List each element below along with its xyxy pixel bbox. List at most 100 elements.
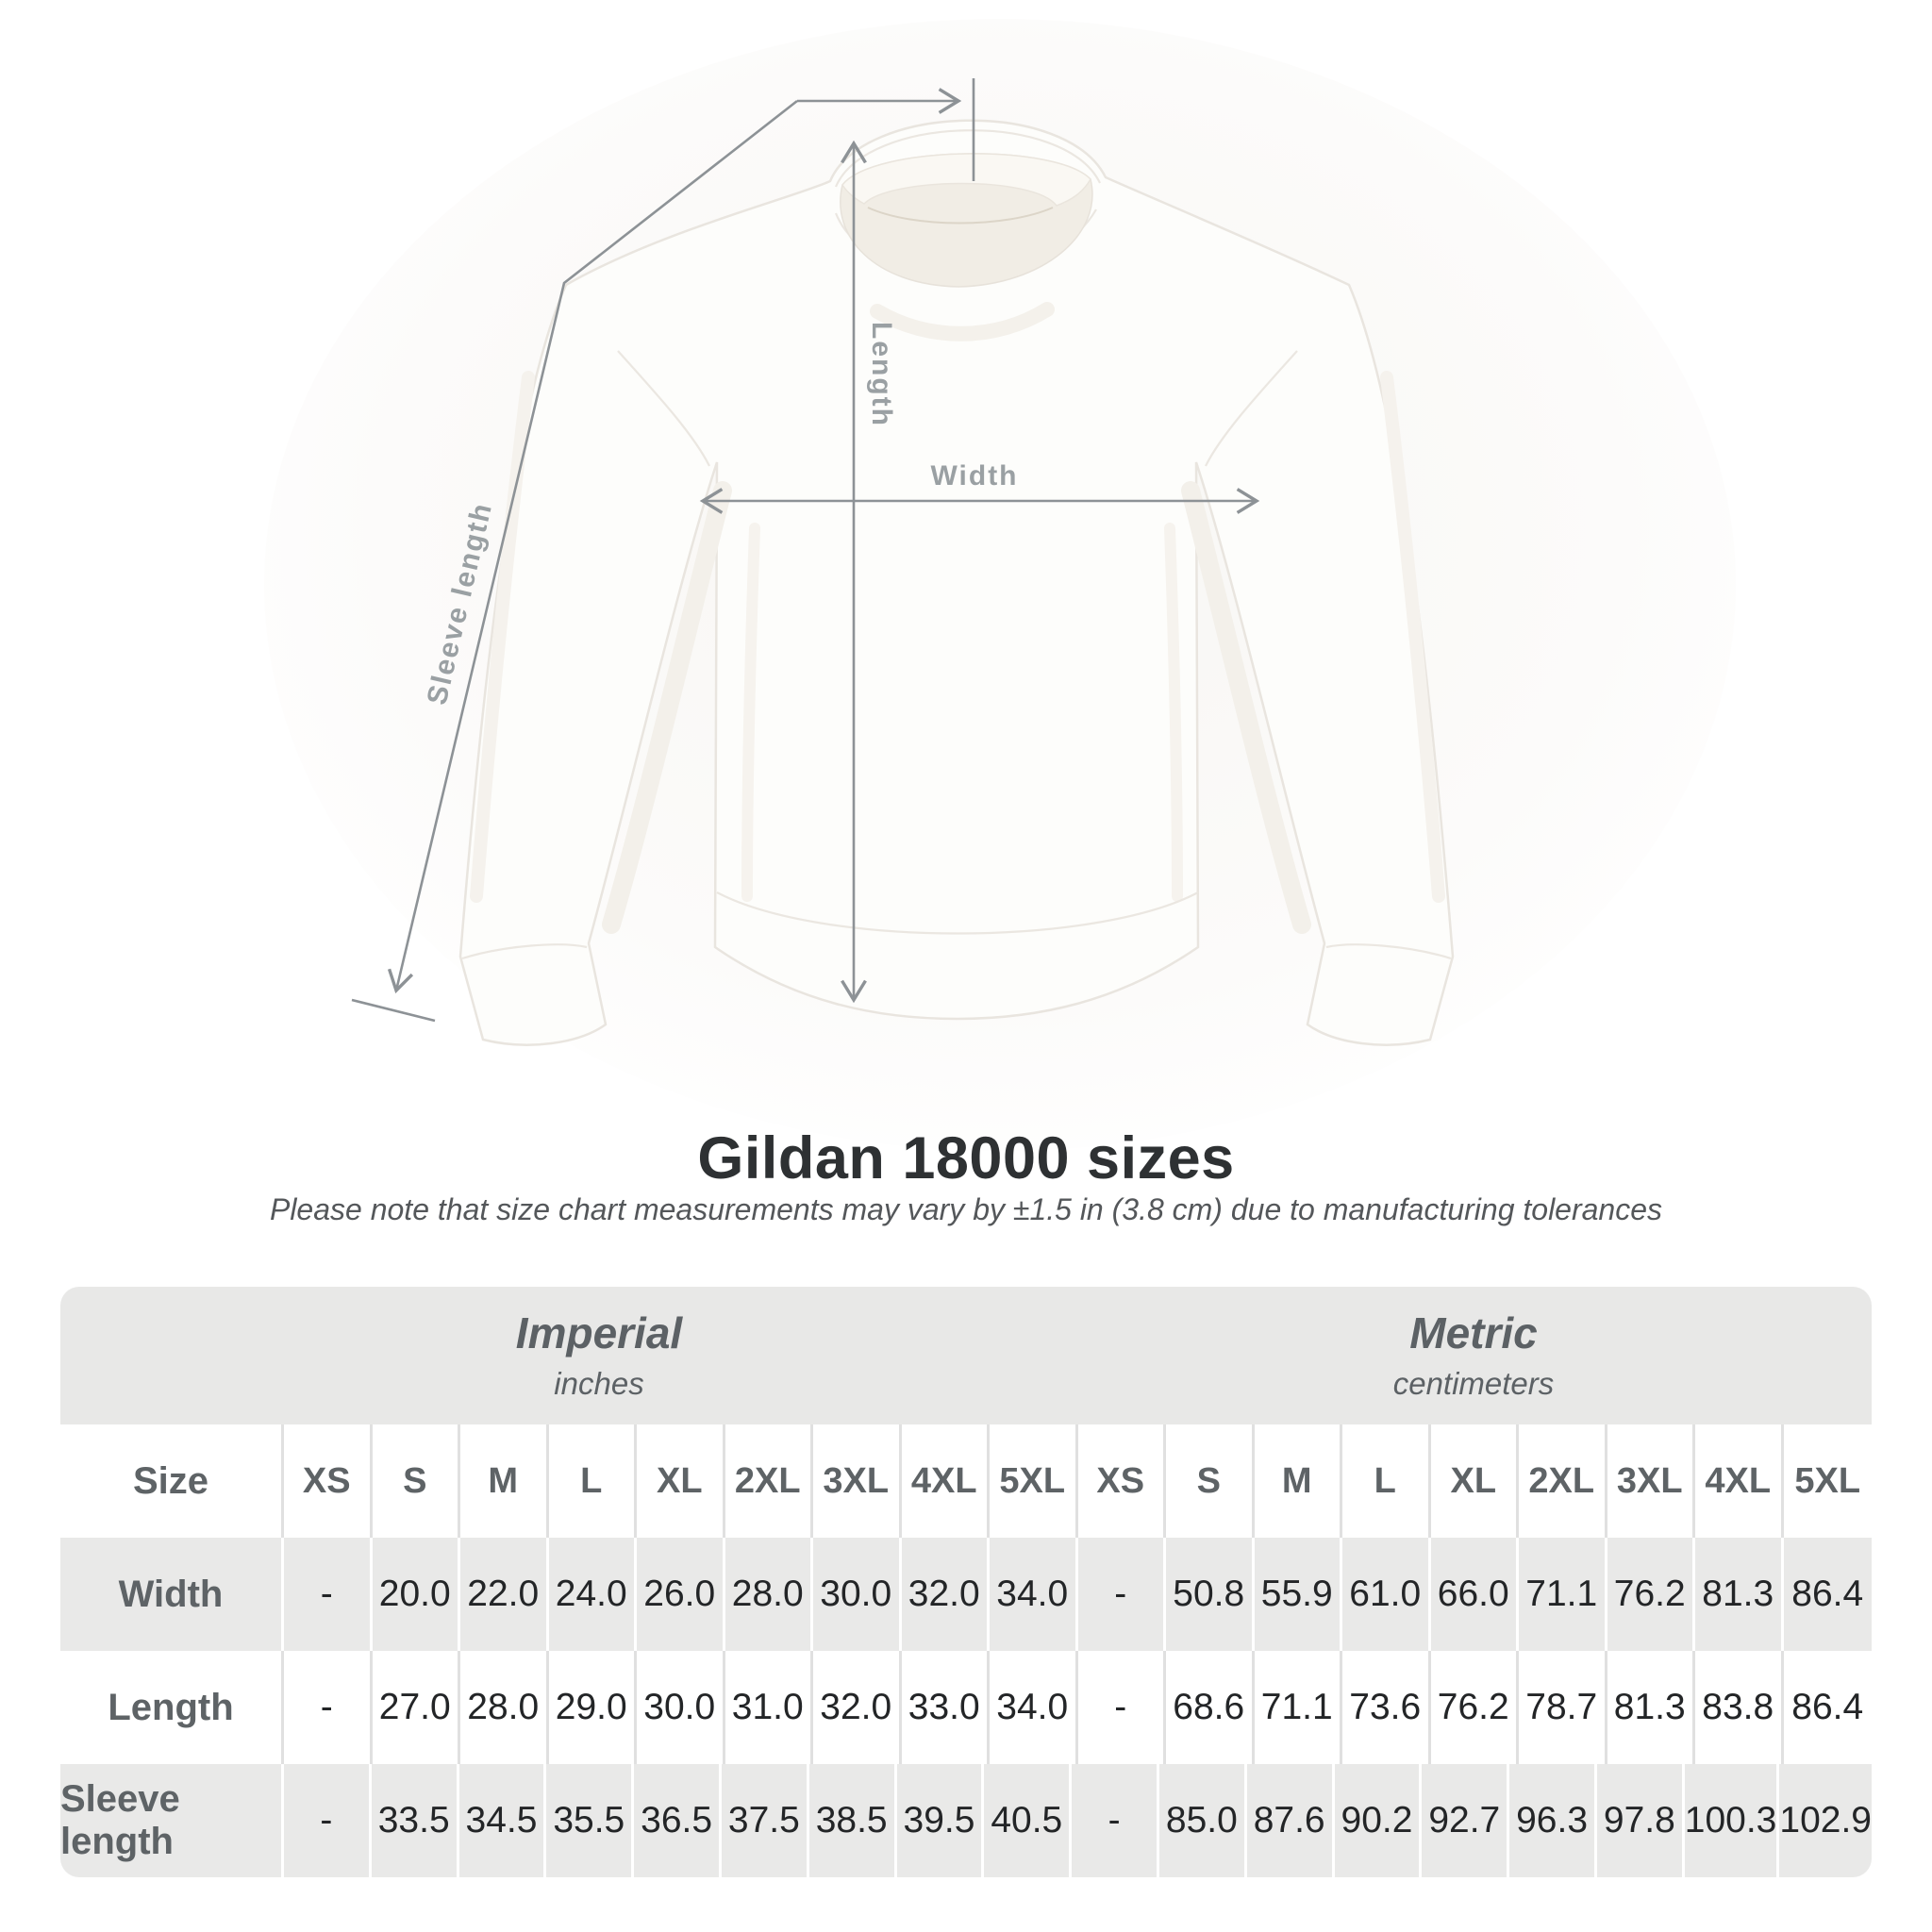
size-col-header: 2XL (724, 1424, 813, 1538)
value-cell: - (284, 1651, 373, 1764)
value-cell: 22.0 (460, 1538, 549, 1651)
page-title: Gildan 18000 sizes (697, 1125, 1235, 1191)
table-row: Length -27.0 28.0 29.0 30.0 31.0 32.0 33.0 34.0-… (60, 1651, 1872, 1764)
size-col-header: XL (637, 1424, 725, 1538)
value-cell: 83.8 (1695, 1651, 1784, 1764)
size-col-header: 5XL (990, 1424, 1078, 1538)
value-cell: 73.6 (1342, 1651, 1431, 1764)
size-col-header: 2XL (1519, 1424, 1607, 1538)
value-cell: 92.7 (1422, 1764, 1510, 1877)
size-col-header: XL (1430, 1424, 1519, 1538)
size-col-header: L (1342, 1424, 1431, 1538)
size-col-header: M (460, 1424, 549, 1538)
measurement-lines (351, 78, 1260, 1023)
size-col-header: S (372, 1424, 460, 1538)
table-header-band: Imperial inches Metric centimeters (60, 1287, 1872, 1424)
value-cell: 36.5 (634, 1764, 722, 1877)
value-cell: 34.5 (458, 1764, 547, 1877)
sleeve-end-tick (351, 998, 436, 1023)
value-cell: 86.4 (1783, 1651, 1872, 1764)
value-cell: - (1077, 1538, 1166, 1651)
tolerance-note: Please note that size chart measurements… (269, 1192, 1663, 1226)
value-cell: 100.3 (1684, 1764, 1780, 1877)
width-annotation-label: Width (930, 460, 1018, 491)
value-cell: 33.5 (371, 1764, 459, 1877)
value-cell: 85.0 (1158, 1764, 1247, 1877)
value-cell: - (1077, 1651, 1166, 1764)
size-header-cell: Size (60, 1424, 284, 1538)
value-cell: 68.6 (1166, 1651, 1255, 1764)
collar-back-seam (867, 207, 1054, 225)
imperial-header: Imperial inches (516, 1307, 682, 1402)
value-cell: 76.2 (1607, 1538, 1695, 1651)
sweatshirt-illustration (458, 119, 1455, 1046)
value-cell: 34.0 (990, 1538, 1078, 1651)
size-col-header: 4XL (901, 1424, 990, 1538)
value-cell: 55.9 (1254, 1538, 1342, 1651)
metric-unit-label: centimeters (1392, 1366, 1555, 1401)
imperial-label: Imperial (515, 1308, 683, 1357)
size-header-row: Size XS S M L XL 2XL 3XL 4XL 5XL XS S M L XL 2XL 3XL 4XL 5… (60, 1424, 1872, 1538)
value-cell: 76.2 (1430, 1651, 1519, 1764)
table-row: Width -20.0 22.0 24.0 26.0 28.0 30.0 32.0 34.0-5… (60, 1538, 1872, 1651)
table-rows: Size XS S M L XL 2XL 3XL 4XL 5XL XS S M L XL 2XL 3XL 4XL 5… (60, 1424, 1872, 1877)
value-cell: 35.5 (546, 1764, 635, 1877)
value-cell: 86.4 (1783, 1538, 1872, 1651)
value-cell: 90.2 (1334, 1764, 1423, 1877)
value-cell: 71.1 (1254, 1651, 1342, 1764)
value-cell: 96.3 (1509, 1764, 1597, 1877)
size-col-header: 4XL (1695, 1424, 1784, 1538)
value-cell: 37.5 (721, 1764, 809, 1877)
value-cell: 61.0 (1342, 1538, 1431, 1651)
row-label: Width (60, 1538, 284, 1651)
value-cell: 40.5 (984, 1764, 1073, 1877)
size-col-header: M (1254, 1424, 1342, 1538)
value-cell: - (284, 1764, 372, 1877)
value-cell: 87.6 (1246, 1764, 1335, 1877)
value-cell: 33.0 (901, 1651, 990, 1764)
size-col-header: XS (284, 1424, 373, 1538)
size-col-header: 5XL (1783, 1424, 1872, 1538)
size-col-header: L (548, 1424, 637, 1538)
value-cell: 38.5 (808, 1764, 897, 1877)
sweatshirt-body (458, 119, 1455, 1046)
value-cell: 71.1 (1519, 1538, 1607, 1651)
value-cell: 78.7 (1519, 1651, 1607, 1764)
value-cell: 97.8 (1596, 1764, 1685, 1877)
value-cell: 39.5 (896, 1764, 985, 1877)
value-cell: 81.3 (1607, 1651, 1695, 1764)
value-cell: 102.9 (1779, 1764, 1872, 1877)
size-col-header: 3XL (813, 1424, 902, 1538)
value-cell: - (284, 1538, 373, 1651)
value-cell: - (1072, 1764, 1159, 1877)
metric-label: Metric (1409, 1308, 1538, 1357)
size-col-header: XS (1077, 1424, 1166, 1538)
value-cell: 20.0 (372, 1538, 460, 1651)
table-row: Sleeve length -33.5 34.5 35.5 36.5 37.5 38.5 39… (60, 1764, 1872, 1877)
size-col-header: 3XL (1607, 1424, 1695, 1538)
value-cell: 26.0 (637, 1538, 725, 1651)
value-cell: 50.8 (1166, 1538, 1255, 1651)
value-cell: 29.0 (548, 1651, 637, 1764)
imperial-unit-label: inches (554, 1366, 644, 1401)
metric-header: Metric centimeters (1393, 1307, 1555, 1402)
value-cell: 31.0 (724, 1651, 813, 1764)
fabric-shading (470, 302, 1445, 934)
value-cell: 27.0 (372, 1651, 460, 1764)
value-cell: 32.0 (901, 1538, 990, 1651)
value-cell: 66.0 (1430, 1538, 1519, 1651)
value-cell: 28.0 (724, 1538, 813, 1651)
size-table: Imperial inches Metric centimeters Size X… (60, 1287, 1872, 1877)
value-cell: 34.0 (990, 1651, 1078, 1764)
value-cell: 28.0 (460, 1651, 549, 1764)
row-label: Sleeve length (60, 1764, 284, 1877)
row-label: Length (60, 1651, 284, 1764)
sleeve-length-line (387, 99, 798, 994)
value-cell: 30.0 (637, 1651, 725, 1764)
value-cell: 24.0 (548, 1538, 637, 1651)
size-col-header: S (1166, 1424, 1255, 1538)
length-annotation-label: Length (866, 322, 897, 427)
value-cell: 32.0 (813, 1651, 902, 1764)
